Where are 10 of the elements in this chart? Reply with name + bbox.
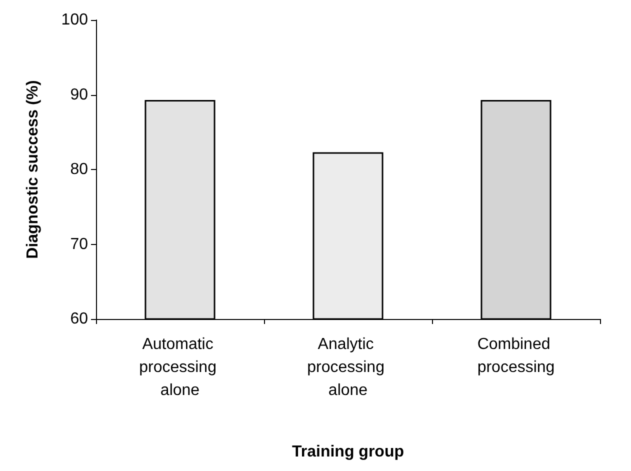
y-tick-label: 100 bbox=[61, 12, 88, 28]
x-tick-label: Combined processing bbox=[477, 336, 555, 376]
x-tick-label: Automatic processing alone bbox=[139, 336, 221, 399]
y-tick-label: 70 bbox=[70, 236, 88, 253]
y-tick-label: 90 bbox=[70, 86, 88, 104]
y-axis-title: Diagnostic success (%) bbox=[24, 80, 42, 259]
y-tick-label: 60 bbox=[70, 310, 88, 328]
x-tick-label: Analytic processing alone bbox=[307, 336, 389, 399]
y-tick-label: 80 bbox=[70, 161, 88, 178]
x-axis-title: Training group bbox=[292, 444, 404, 460]
